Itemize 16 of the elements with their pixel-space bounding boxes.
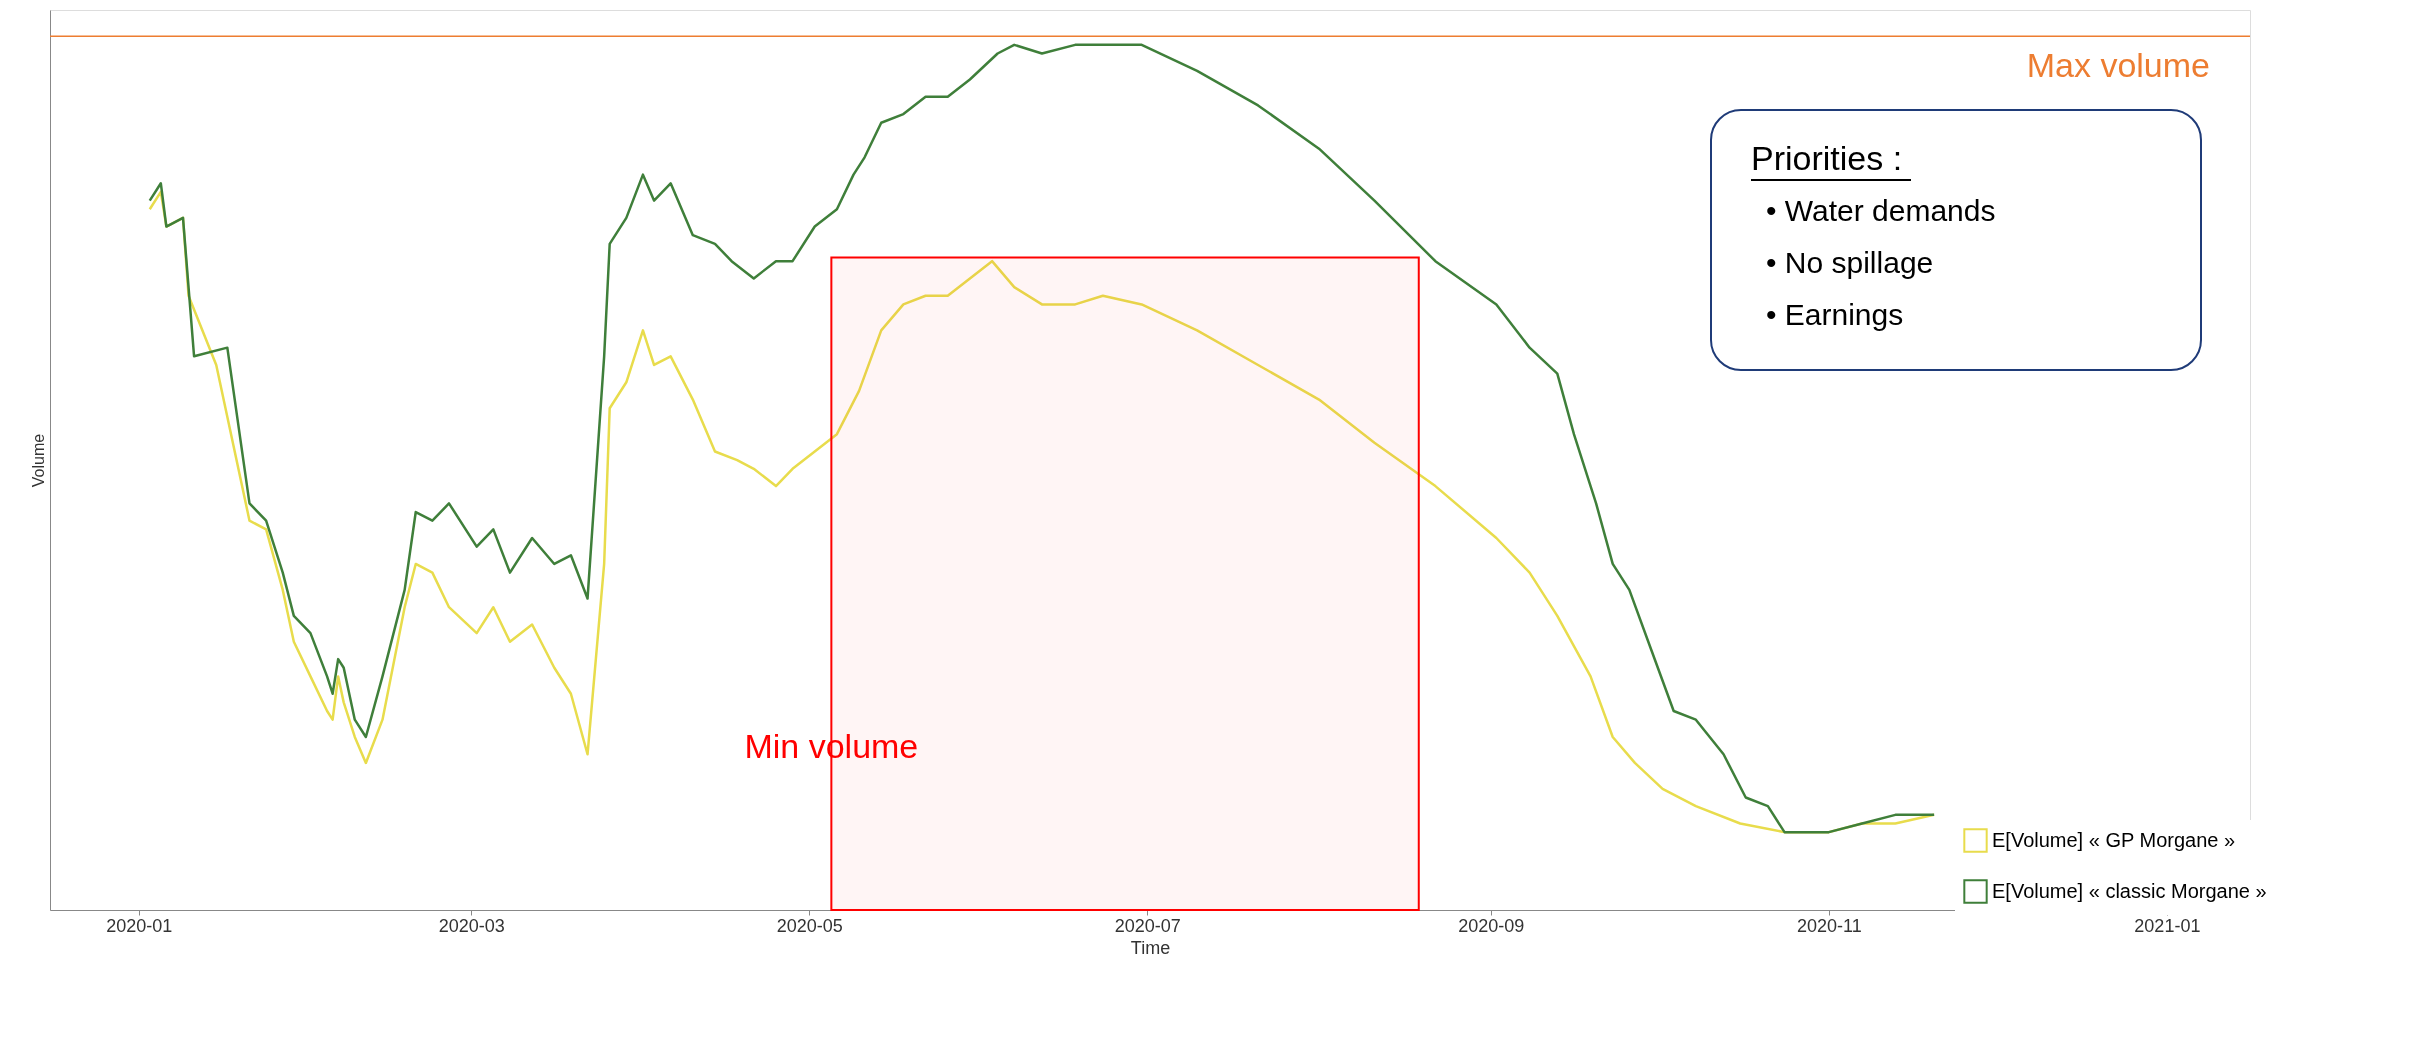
- x-tick-label: 2021-01: [2134, 915, 2201, 936]
- x-tick-label: 2020-05: [776, 915, 843, 936]
- y-axis-title: Volume: [29, 433, 47, 488]
- x-tick-label: 2020-07: [1114, 915, 1181, 936]
- ref-line-label: Max volume: [2026, 46, 2210, 85]
- x-tick-label: 2020-01: [106, 915, 173, 936]
- legend-label: E[Volume] « GP Morgane »: [1992, 828, 2236, 851]
- annotation: • No spillage: [1766, 246, 1934, 279]
- annotation: • Earnings: [1766, 298, 1904, 331]
- x-tick-label: 2020-09: [1458, 915, 1525, 936]
- legend-label: E[Volume] « classic Morgane »: [1992, 879, 2267, 902]
- x-tick-label: 2020-11: [1796, 915, 1862, 936]
- annotation: • Water demands: [1766, 194, 1996, 227]
- x-tick-label: 2020-03: [438, 915, 505, 936]
- annotation: Priorities :: [1751, 139, 1903, 177]
- x-axis-title: Time: [1130, 937, 1171, 958]
